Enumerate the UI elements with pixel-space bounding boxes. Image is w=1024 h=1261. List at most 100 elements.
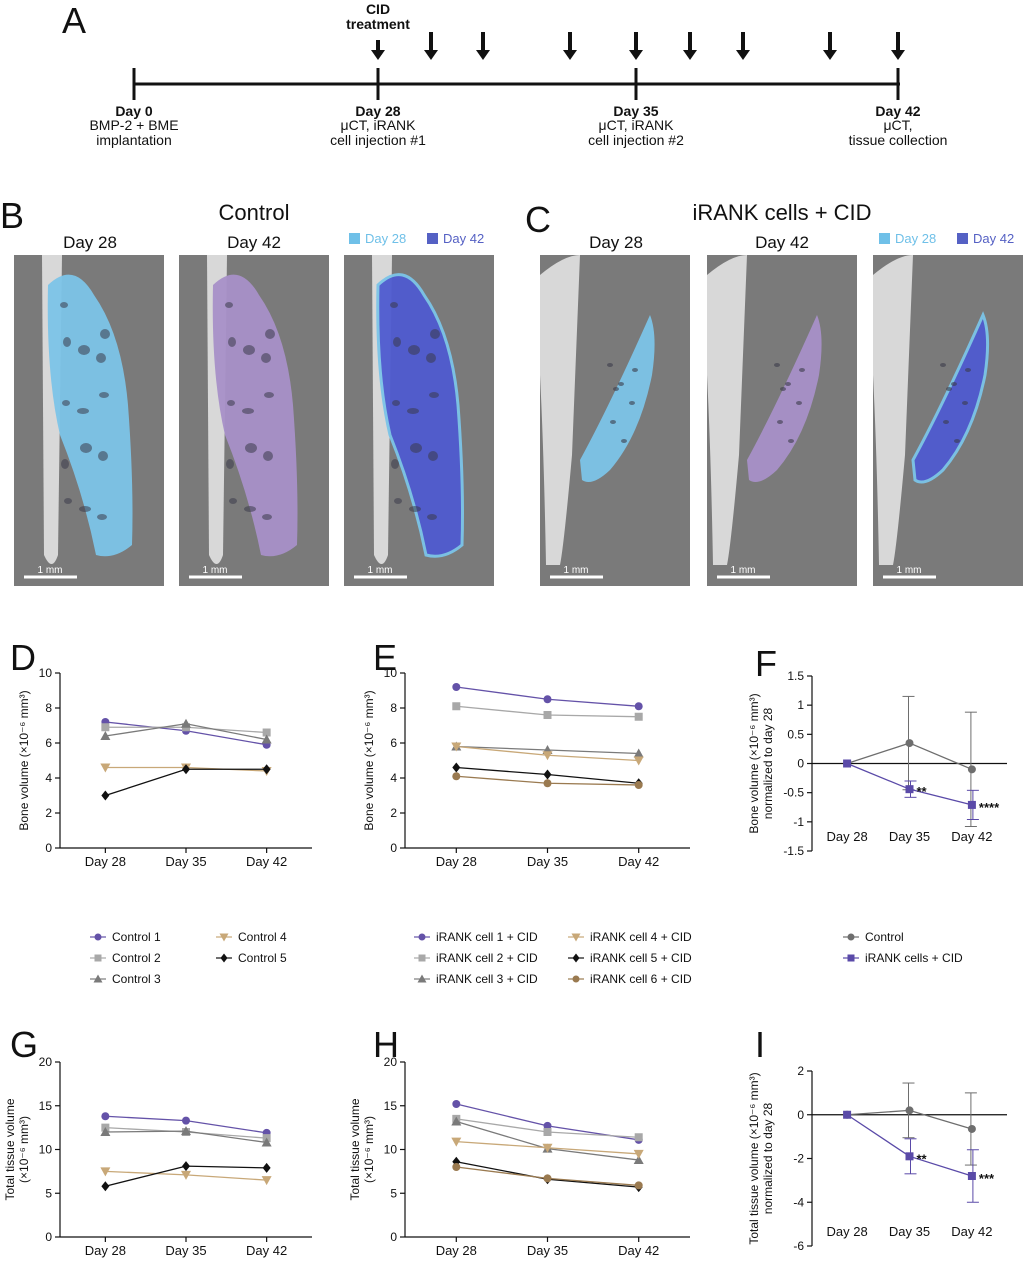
y-tick-label: 8 — [390, 701, 397, 715]
y-tick-label-line: 6 — [390, 736, 397, 750]
significance-marker: ** — [917, 784, 928, 799]
significance-marker: *** — [979, 1171, 995, 1186]
y-tick-label: 5 — [390, 1186, 397, 1200]
pore — [97, 514, 107, 520]
timeline-day-label-line: Day 0 — [115, 103, 153, 119]
pore — [392, 400, 400, 406]
data-point — [100, 1127, 111, 1136]
y-tick-label-line: -6 — [793, 1239, 804, 1253]
y-tick-label-line: 20 — [384, 1055, 398, 1069]
significance-marker-line: **** — [979, 800, 1000, 815]
data-point — [182, 764, 190, 775]
data-point — [634, 1133, 643, 1142]
legend-label-line: iRANK cell 1 + CID — [436, 930, 538, 944]
x-tick-label-line: Day 28 — [85, 854, 126, 869]
data-point — [634, 712, 643, 721]
y-tick-label-line: 1.5 — [787, 669, 804, 683]
significance-marker-line: *** — [979, 1171, 995, 1186]
legend-label: Control 4 — [238, 930, 287, 944]
x-tick-label-line: Day 42 — [951, 1224, 992, 1239]
column-header: Day 28 — [589, 233, 643, 252]
scale-label: 1 mm — [564, 565, 589, 576]
legend-label-line: Control 5 — [238, 951, 287, 965]
x-tick-label: Day 35 — [165, 854, 206, 869]
panel-letter-g-line: G — [10, 1024, 38, 1065]
y-axis-label-line: (×10⁻⁶ mm³) — [17, 1116, 31, 1183]
timeline-day-label-line: Day 28 — [355, 103, 400, 119]
legend-day28-label: Day 28 — [895, 231, 936, 246]
pore — [613, 387, 619, 391]
y-tick-label: 2 — [390, 806, 397, 820]
timeline-desc-line: μCT, iRANK — [341, 117, 417, 133]
down-arrow-icon — [476, 50, 490, 60]
data-point — [847, 954, 855, 962]
scale-label-line: 1 mm — [897, 565, 922, 576]
timeline-day-label: Day 0 — [115, 103, 153, 119]
legend-label-line: Control 1 — [112, 930, 161, 944]
data-point — [542, 1143, 553, 1153]
y-tick-label-line: 0.5 — [787, 727, 804, 741]
legend-item-irank: iRANK cell 4 + CID — [568, 930, 692, 944]
x-tick-label: Day 42 — [618, 1243, 659, 1258]
microct-image: 1 mm — [540, 255, 690, 586]
panel-letter-i: I — [755, 1024, 765, 1065]
pore — [780, 387, 786, 391]
irank-title-line: iRANK cells + CID — [692, 200, 871, 225]
legend-label: iRANK cell 4 + CID — [590, 930, 692, 944]
y-tick-label: 10 — [39, 666, 53, 680]
pore — [63, 337, 71, 347]
y-tick-label-line: 4 — [45, 771, 52, 785]
data-point — [219, 933, 229, 942]
pore — [263, 451, 273, 461]
x-tick-label-line: Day 35 — [889, 829, 930, 844]
data-point — [101, 723, 110, 732]
timeline-desc: μCT, iRANK cell injection #2 — [588, 117, 684, 148]
significance-marker-line: ** — [917, 784, 928, 799]
series-irank-cells-cid — [843, 759, 979, 820]
x-tick-label: Day 35 — [527, 854, 568, 869]
pore — [64, 498, 72, 504]
scale-label: 1 mm — [38, 565, 63, 576]
data-point — [633, 748, 644, 758]
panel-letter-h: H — [373, 1024, 399, 1065]
y-tick-label: -4 — [793, 1195, 804, 1209]
y-tick-label-line: 10 — [39, 666, 53, 680]
legend-label-line: Control — [865, 930, 904, 944]
data-point — [100, 731, 111, 740]
panel-letter-f: F — [755, 643, 777, 684]
scale-label-line: 1 mm — [38, 565, 63, 576]
data-point — [451, 742, 462, 752]
y-tick-label: 15 — [39, 1099, 53, 1113]
column-header: Day 28 — [63, 233, 117, 252]
x-tick-label-line: Day 28 — [826, 1224, 867, 1239]
y-tick-label-line: 0 — [390, 1230, 397, 1244]
pore — [426, 353, 436, 363]
legend-item-group: Control — [843, 930, 904, 944]
y-tick-label: 10 — [39, 1143, 53, 1157]
panel-letter-b: B — [0, 195, 24, 236]
x-tick-label-line: Day 42 — [618, 854, 659, 869]
data-point — [452, 683, 461, 691]
chart-e: E 0 2 4 6 8 10 Day 28 Day 35 Day 42 Bone volume (×… — [362, 637, 690, 869]
legend-item-irank: iRANK cell 1 + CID — [414, 930, 538, 944]
pore — [410, 443, 422, 453]
down-arrow-icon — [736, 50, 750, 60]
pore — [60, 302, 68, 308]
column-header: Day 42 — [755, 233, 809, 252]
y-axis-label-line: Total tissue volume — [348, 1098, 362, 1200]
pore — [428, 451, 438, 461]
legend-day28-label-line: Day 28 — [365, 231, 406, 246]
legend-item-control: Control 3 — [90, 972, 161, 986]
y-tick-label-line: 5 — [45, 1186, 52, 1200]
timeline-desc-line: cell injection #2 — [588, 132, 684, 148]
pore — [79, 506, 91, 512]
y-tick-label-line: 0 — [45, 841, 52, 855]
significance-marker-line: ** — [917, 1151, 928, 1166]
data-point — [634, 702, 643, 711]
scale-label-line: 1 mm — [203, 565, 228, 576]
series-irank-cell-4-cid — [451, 1137, 644, 1159]
pore — [264, 392, 274, 398]
pore — [226, 459, 234, 469]
